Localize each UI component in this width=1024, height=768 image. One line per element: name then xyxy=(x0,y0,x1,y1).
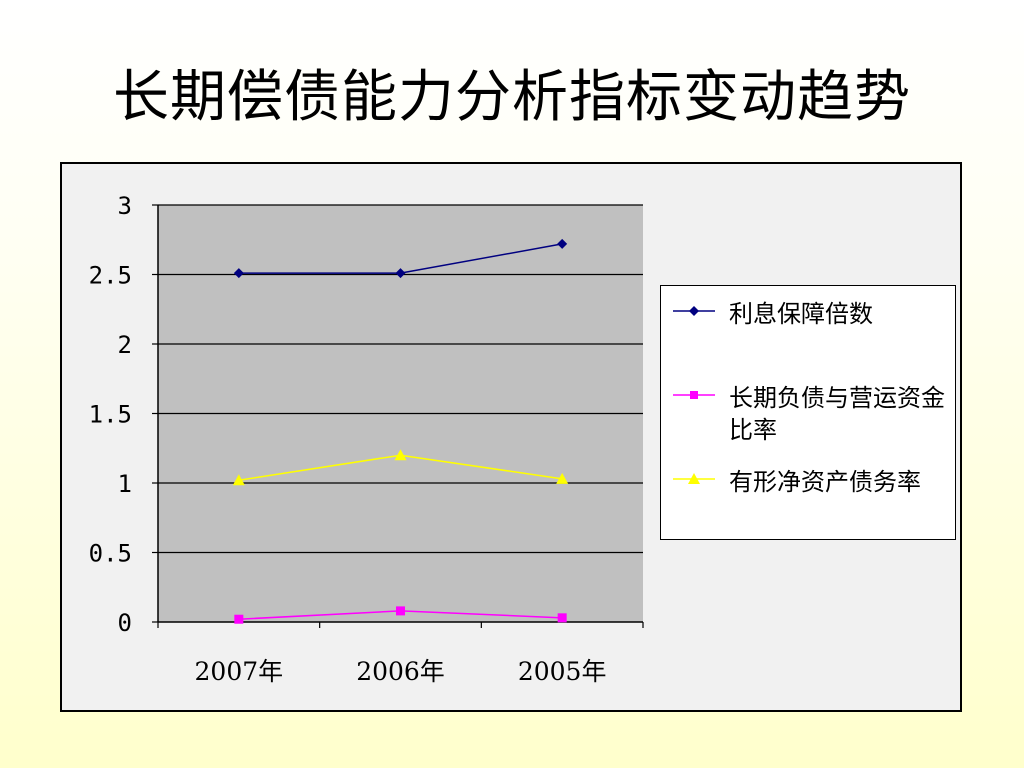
y-tick-label: 2.5 xyxy=(89,262,132,290)
data-point xyxy=(557,613,567,623)
legend-marker-square-icon xyxy=(673,391,715,399)
data-point xyxy=(396,606,405,616)
data-point xyxy=(233,268,244,279)
y-tick-label: 2 xyxy=(118,331,132,359)
legend-label: 利息保障倍数 xyxy=(729,300,873,328)
data-point xyxy=(234,614,244,624)
y-tick-label: 0.5 xyxy=(89,540,132,568)
legend-marker-diamond-icon xyxy=(673,306,715,316)
x-tick-label: 2007年 xyxy=(195,657,284,686)
x-tick-label: 2005年 xyxy=(518,657,607,686)
legend-label: 长期负债与营运资金比率 xyxy=(729,384,945,444)
slide-title: 长期偿债能力分析指标变动趋势 xyxy=(113,65,911,130)
y-tick-label: 1 xyxy=(118,470,132,498)
legend-marker-triangle-icon xyxy=(673,473,715,484)
x-tick-label: 2006年 xyxy=(356,657,445,686)
chart-legend: 利息保障倍数 长期负债与营运资金比率 有形净资产债务率 xyxy=(660,285,956,540)
y-tick-label: 3 xyxy=(118,192,132,220)
data-point xyxy=(557,238,568,249)
data-point xyxy=(556,472,569,484)
y-tick-label: 0 xyxy=(118,609,132,637)
y-tick-label: 1.5 xyxy=(89,401,132,429)
data-point xyxy=(232,474,245,486)
data-point xyxy=(395,268,406,279)
data-point xyxy=(394,449,407,461)
legend-label: 有形净资产债务率 xyxy=(729,468,921,496)
